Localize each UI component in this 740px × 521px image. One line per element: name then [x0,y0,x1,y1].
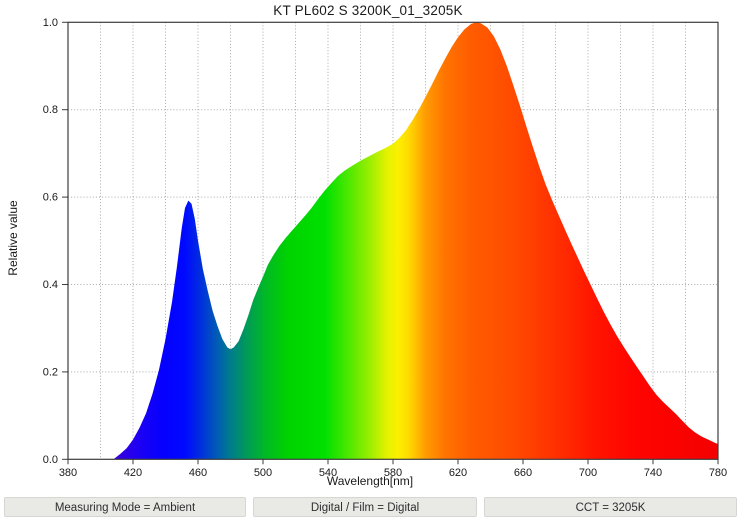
svg-text:0.6: 0.6 [43,192,58,204]
svg-text:780: 780 [709,467,727,479]
status-measuring-mode: Measuring Mode = Ambient [4,497,246,517]
svg-text:0.0: 0.0 [43,454,58,466]
x-axis-label: Wavelength[nm] [326,474,414,488]
svg-text:740: 740 [644,467,662,479]
svg-text:0.2: 0.2 [43,366,58,378]
svg-text:620: 620 [449,467,467,479]
svg-text:380: 380 [59,467,77,479]
status-cct: CCT = 3205K [484,497,737,517]
svg-text:700: 700 [579,467,597,479]
x-axis-ticks: 380 420 460 500 540 580 620 660 700 740 780 [59,459,727,479]
chart-title: KT PL602 S 3200K_01_3205K [273,3,463,18]
svg-text:0.8: 0.8 [43,104,58,116]
spectral-distribution-chart: 380 420 460 500 540 580 620 660 700 740 7800.00.20… [43,17,727,479]
svg-text:580: 580 [384,467,402,479]
svg-text:540: 540 [319,467,337,479]
svg-text:500: 500 [254,467,272,479]
svg-text:420: 420 [124,467,142,479]
spectrum-area [113,22,718,460]
svg-text:460: 460 [189,467,207,479]
svg-text:660: 660 [514,467,532,479]
svg-text:0.4: 0.4 [43,279,58,291]
y-axis-ticks: 0.0 0.2 0.4 0.6 0.8 1.0 [43,17,68,466]
svg-text:1.0: 1.0 [43,17,58,29]
status-digital-film: Digital / Film = Digital [253,497,477,517]
status-bar: Measuring Mode = Ambient Digital / Film … [0,497,740,517]
